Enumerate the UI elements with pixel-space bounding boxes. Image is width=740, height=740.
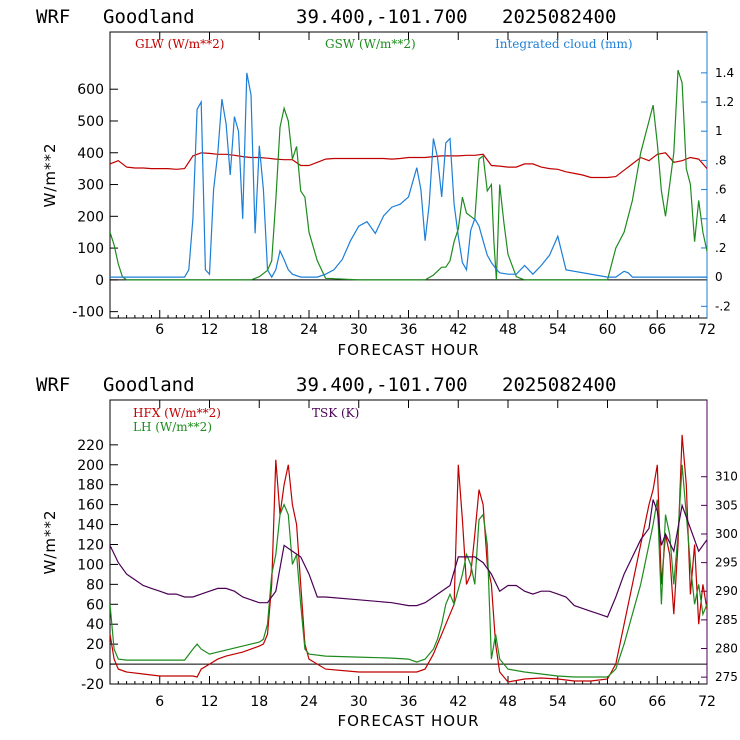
y2-tick-label: 275 (715, 670, 738, 684)
legend-integrated: Integrated cloud (mm) (495, 37, 633, 51)
y2-tick-label: .4 (715, 212, 726, 226)
y2-tick-label: .2 (715, 241, 726, 255)
panel1-coords: 39.400,-101.700 (296, 6, 468, 28)
y-tick-label: 200 (77, 209, 104, 225)
y-tick-label: 300 (77, 178, 104, 194)
x-tick-label: 6 (155, 322, 164, 338)
panel2-coords: 39.400,-101.700 (296, 374, 468, 396)
series-line-integrated (110, 72, 707, 279)
y-tick-label: 60 (86, 597, 104, 613)
x-tick-label: 66 (648, 322, 666, 338)
x-tick-label: 24 (300, 694, 318, 710)
x-tick-label: 18 (250, 322, 268, 338)
panel2-site: Goodland (103, 374, 195, 396)
panel1-site: Goodland (103, 6, 195, 28)
legend-gsw: GSW (W/m**2) (325, 37, 416, 51)
x-tick-label: 54 (549, 322, 567, 338)
y-tick-label: 0 (95, 657, 104, 673)
x-tick-label: 66 (648, 694, 666, 710)
x-axis-title: FORECAST HOUR (337, 712, 479, 730)
x-tick-label: 6 (155, 694, 164, 710)
y-tick-label: 220 (77, 438, 104, 454)
series-line-lh (110, 464, 707, 678)
y-tick-label: 20 (86, 637, 104, 653)
x-tick-label: 30 (350, 322, 368, 338)
x-tick-label: 24 (300, 322, 318, 338)
x-tick-label: 60 (599, 322, 617, 338)
y2-tick-label: -.2 (715, 299, 731, 313)
x-axis-title: FORECAST HOUR (337, 341, 479, 359)
y2-tick-label: 1.2 (715, 95, 734, 109)
panel1-date: 2025082400 (502, 6, 617, 28)
x-tick-label: 60 (599, 694, 617, 710)
panel2-date: 2025082400 (502, 374, 617, 396)
series-line-tsk (110, 499, 707, 618)
x-tick-label: 48 (499, 694, 517, 710)
legend-lh: LH (W/m**2) (133, 420, 212, 434)
y-axis-title: W/m**2 (41, 509, 59, 574)
x-tick-label: 12 (201, 322, 219, 338)
legend-tsk: TSK (K) (312, 406, 359, 420)
series-line-gsw (110, 69, 707, 281)
y-tick-label: 200 (77, 458, 104, 474)
y-tick-label: -100 (72, 305, 104, 321)
y-tick-label: 120 (77, 537, 104, 553)
y2-tick-label: 1.4 (715, 66, 734, 80)
y-tick-label: 80 (86, 577, 104, 593)
y2-tick-label: 290 (715, 584, 738, 598)
series-line-hfx (110, 434, 707, 683)
y2-tick-label: 305 (715, 498, 738, 512)
x-tick-label: 54 (549, 694, 567, 710)
x-tick-label: 72 (698, 694, 716, 710)
y2-tick-label: .6 (715, 183, 726, 197)
panel2-model: WRF (36, 374, 71, 396)
y-tick-label: 400 (77, 146, 104, 162)
y-tick-label: 180 (77, 478, 104, 494)
series-line-glw (110, 152, 707, 179)
y-axis-title: W/m**2 (41, 142, 59, 207)
panel2-header: WRF Goodland 39.400,-101.700 2025082400 (0, 372, 740, 396)
x-tick-label: 42 (449, 694, 467, 710)
y2-tick-label: 0 (715, 270, 723, 284)
y-tick-label: 100 (77, 241, 104, 257)
y-tick-label: 140 (77, 518, 104, 534)
x-tick-label: 36 (400, 322, 418, 338)
y-tick-label: 500 (77, 114, 104, 130)
y2-tick-label: 300 (715, 527, 738, 541)
y2-tick-label: .8 (715, 153, 726, 167)
x-tick-label: 48 (499, 322, 517, 338)
y2-tick-label: 280 (715, 642, 738, 656)
panel1-model: WRF (36, 6, 71, 28)
y-tick-label: 0 (95, 273, 104, 289)
plot-frame-2 (109, 399, 708, 685)
legend-hfx: HFX (W/m**2) (133, 406, 221, 420)
x-tick-label: 72 (698, 322, 716, 338)
y2-tick-label: 1 (715, 124, 723, 138)
y-tick-label: 40 (86, 617, 104, 633)
y-tick-label: 160 (77, 498, 104, 514)
x-tick-label: 42 (449, 322, 467, 338)
y-tick-label: 100 (77, 557, 104, 573)
y-tick-label: 600 (77, 82, 104, 98)
x-tick-label: 12 (201, 694, 219, 710)
top-chart: 6 12 18 24 30 36 42 48 54 60 66 72 -100 0 100 200 300 400… (41, 31, 734, 359)
x-tick-label: 18 (250, 694, 268, 710)
y2-tick-label: 295 (715, 556, 738, 570)
panel1-header: WRF Goodland 39.400,-101.700 2025082400 (0, 4, 740, 28)
x-tick-label: 36 (400, 694, 418, 710)
y2-tick-label: 285 (715, 613, 738, 627)
y-tick-label: -20 (81, 677, 104, 693)
y2-tick-label: 310 (715, 470, 738, 484)
x-tick-label: 30 (350, 694, 368, 710)
legend-glw: GLW (W/m**2) (135, 37, 224, 51)
bottom-chart: 6 12 18 24 30 36 42 48 54 60 66 72 -20 0 20 40 60 80 100 12… (41, 399, 738, 730)
